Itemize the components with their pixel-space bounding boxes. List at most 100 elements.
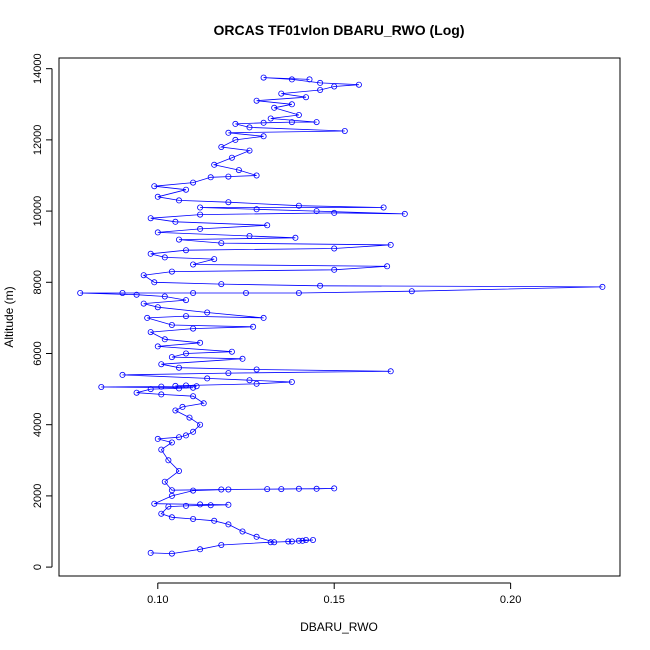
y-tick-label: 4000 xyxy=(32,412,44,436)
data-point xyxy=(144,314,151,321)
data-point xyxy=(190,325,197,332)
data-point xyxy=(211,517,218,524)
data-point xyxy=(161,254,168,261)
data-point xyxy=(175,434,182,441)
data-point xyxy=(302,94,309,101)
data-point xyxy=(218,143,225,150)
data-point xyxy=(197,204,204,211)
data-point xyxy=(204,375,211,382)
data-point xyxy=(331,209,338,216)
data-point xyxy=(168,439,175,446)
data-point xyxy=(182,297,189,304)
data-point xyxy=(172,382,179,389)
data-point xyxy=(158,510,165,517)
data-point xyxy=(175,364,182,371)
data-point xyxy=(264,486,271,493)
data-point xyxy=(133,291,140,298)
data-point xyxy=(246,124,253,131)
data-point xyxy=(232,136,239,143)
data-point xyxy=(154,343,161,350)
data-point xyxy=(317,87,324,94)
data-point xyxy=(190,179,197,186)
data-point xyxy=(260,133,267,140)
data-point xyxy=(175,236,182,243)
data-point xyxy=(288,378,295,385)
data-point xyxy=(309,537,316,544)
data-point xyxy=(119,371,126,378)
data-point xyxy=(387,241,394,248)
data-point xyxy=(292,234,299,241)
data-point xyxy=(285,538,292,545)
data-point xyxy=(288,538,295,545)
data-point xyxy=(218,281,225,288)
data-point xyxy=(197,339,204,346)
data-point xyxy=(260,314,267,321)
data-point xyxy=(225,501,232,508)
data-point xyxy=(341,127,348,134)
data-point xyxy=(295,485,302,492)
data-point xyxy=(355,81,362,88)
data-point xyxy=(179,403,186,410)
data-point xyxy=(313,485,320,492)
data-point xyxy=(151,183,158,190)
data-point xyxy=(165,503,172,510)
data-point xyxy=(250,323,257,330)
data-point xyxy=(295,289,302,296)
data-point xyxy=(182,186,189,193)
data-point xyxy=(154,193,161,200)
data-point xyxy=(401,210,408,217)
data-point xyxy=(77,289,84,296)
data-point xyxy=(225,486,232,493)
data-point xyxy=(239,528,246,535)
data-point xyxy=(317,282,324,289)
data-point xyxy=(204,309,211,316)
data-layer xyxy=(77,74,606,557)
data-point xyxy=(235,167,242,174)
data-point xyxy=(172,407,179,414)
data-point xyxy=(278,486,285,493)
x-axis: 0.10 0.15 0.20 xyxy=(147,582,521,606)
data-point xyxy=(147,329,154,336)
data-point xyxy=(197,225,204,232)
data-point xyxy=(253,172,260,179)
data-point xyxy=(119,289,126,296)
data-point xyxy=(182,313,189,320)
data-point xyxy=(271,104,278,111)
data-point xyxy=(225,521,232,528)
data-point xyxy=(182,247,189,254)
data-point xyxy=(147,250,154,257)
data-point xyxy=(182,432,189,439)
data-point xyxy=(306,76,313,83)
data-point xyxy=(246,147,253,154)
data-point xyxy=(253,533,260,540)
data-point xyxy=(331,245,338,252)
x-tick-label: 0.15 xyxy=(323,594,344,606)
data-point xyxy=(200,400,207,407)
data-point xyxy=(133,389,140,396)
data-point xyxy=(161,336,168,343)
data-point xyxy=(190,289,197,296)
data-point xyxy=(331,266,338,273)
data-point xyxy=(165,457,172,464)
data-point xyxy=(295,112,302,119)
data-point xyxy=(147,549,154,556)
plot-frame xyxy=(58,57,621,577)
y-tick-label: 6000 xyxy=(32,341,44,365)
data-point xyxy=(182,382,189,389)
data-point xyxy=(253,366,260,373)
data-point xyxy=(225,370,232,377)
data-point xyxy=(197,546,204,553)
data-point xyxy=(228,348,235,355)
x-tick-label: 0.10 xyxy=(147,594,168,606)
data-point xyxy=(267,539,274,546)
data-point xyxy=(288,101,295,108)
data-point xyxy=(408,288,415,295)
data-point xyxy=(331,83,338,90)
data-point xyxy=(232,120,239,127)
data-point xyxy=(599,283,606,290)
data-point xyxy=(147,386,154,393)
data-point xyxy=(225,199,232,206)
data-point xyxy=(387,368,394,375)
y-axis: 0 2000 4000 6000 8000 10000 12000 14000 xyxy=(32,53,53,570)
